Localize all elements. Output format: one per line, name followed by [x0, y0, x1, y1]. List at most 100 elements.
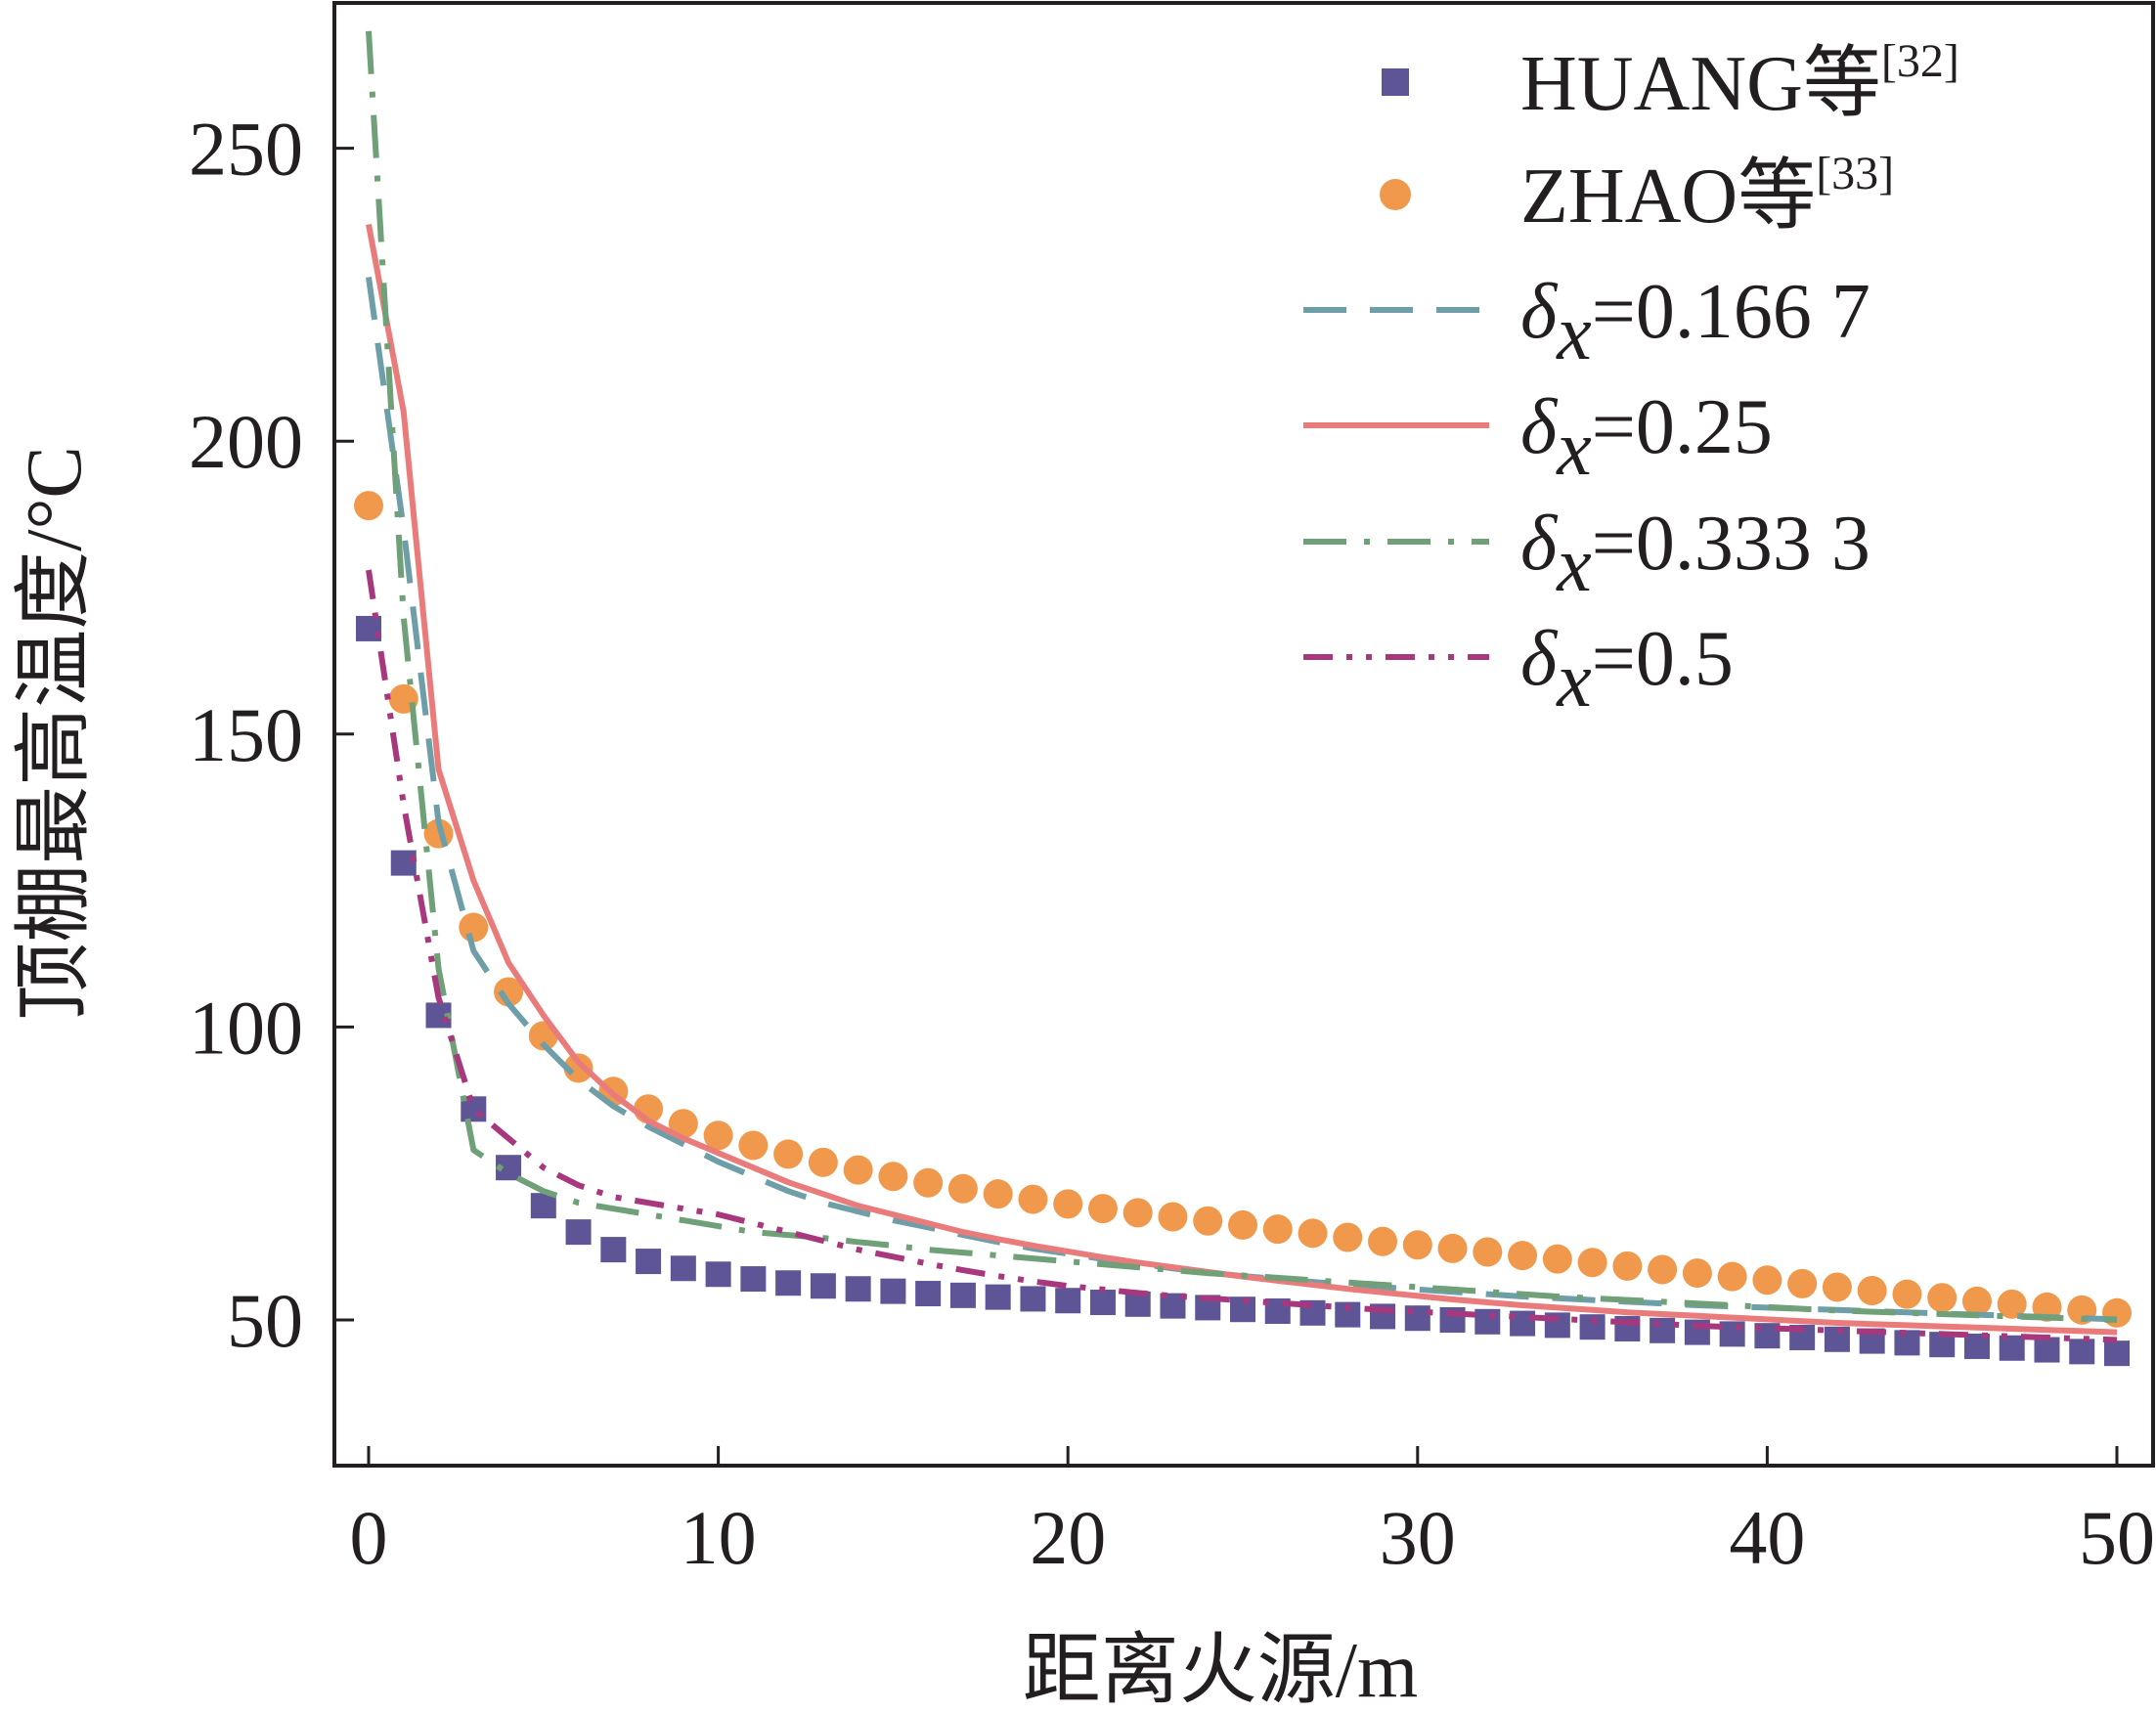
data-point: [1997, 1289, 2027, 1319]
data-point: [390, 850, 417, 876]
data-point: [1228, 1209, 1257, 1240]
data-point: [1055, 1288, 1081, 1314]
legend-label: δx=0.166 7: [1520, 269, 1870, 376]
legend-label: δx=0.333 3: [1520, 501, 1870, 608]
x-tick-label: 0: [350, 1495, 388, 1580]
series-1: [356, 615, 2130, 1367]
data-point: [1474, 1308, 1501, 1335]
legend-label: HUANG等[32]: [1520, 35, 1959, 127]
data-point: [1437, 1233, 1468, 1263]
x-tick-label: 20: [1030, 1495, 1106, 1580]
data-point: [1542, 1244, 1572, 1274]
legend-item: δx=0.5: [1303, 616, 1734, 724]
data-point: [2104, 1340, 2130, 1367]
y-tick-label: 100: [189, 985, 303, 1070]
data-point: [354, 491, 383, 521]
data-point: [880, 1278, 906, 1304]
data-point: [1894, 1330, 1920, 1356]
legend-item: ZHAO等[33]: [1380, 148, 1894, 240]
data-point: [983, 1179, 1013, 1209]
data-point: [1122, 1198, 1153, 1228]
data-point: [1717, 1261, 1747, 1292]
data-point: [1298, 1218, 1328, 1249]
data-point: [670, 1255, 696, 1282]
data-point: [947, 1173, 978, 1204]
data-point: [1158, 1202, 1188, 1232]
legend-label: ZHAO等[33]: [1520, 148, 1894, 240]
legend-marker: [1382, 68, 1409, 96]
data-point: [1089, 1290, 1116, 1316]
data-point: [1824, 1326, 1850, 1352]
x-tick-label: 50: [2079, 1495, 2155, 1580]
series-2: [354, 491, 2132, 1328]
data-point: [705, 1261, 731, 1288]
data-point: [1650, 1317, 1676, 1343]
data-point: [808, 1147, 838, 1177]
x-tick-label: 40: [1729, 1495, 1805, 1580]
data-point: [1612, 1251, 1643, 1281]
data-point: [773, 1139, 804, 1169]
legend-label: δx=0.25: [1520, 384, 1773, 492]
legend-item: HUANG等[32]: [1382, 35, 1959, 127]
data-point: [530, 1193, 556, 1219]
legend-item: δx=0.166 7: [1303, 269, 1870, 376]
data-point: [810, 1273, 836, 1299]
data-point: [1999, 1335, 2025, 1361]
data-point: [668, 1109, 698, 1139]
data-point: [1053, 1189, 1083, 1219]
data-point: [565, 1219, 592, 1246]
data-point: [1020, 1286, 1046, 1312]
data-point: [775, 1270, 802, 1296]
y-tick-label: 50: [227, 1278, 303, 1363]
data-point: [915, 1281, 942, 1307]
data-point: [1961, 1286, 1992, 1316]
y-tick-label: 200: [189, 399, 303, 484]
series-line: [366, 569, 2118, 1343]
legend-item: δx=0.25: [1303, 384, 1773, 492]
data-point: [600, 1237, 627, 1263]
legend: HUANG等[32]ZHAO等[33]δx=0.166 7δx=0.25δx=0…: [1303, 35, 1959, 724]
x-tick-label: 30: [1380, 1495, 1456, 1580]
data-point: [1402, 1230, 1432, 1260]
data-point: [2034, 1337, 2060, 1363]
legend-item: δx=0.333 3: [1303, 501, 1870, 608]
data-point: [740, 1266, 767, 1293]
data-point: [1892, 1279, 1922, 1309]
series-line: [366, 223, 2118, 1336]
data-point: [1193, 1206, 1223, 1236]
y-axis-title: 顶棚最高温度/°C: [12, 446, 98, 1021]
series-layer: [354, 30, 2132, 1367]
y-axis: 50 100 150 200 250: [189, 107, 354, 1363]
data-point: [843, 1155, 873, 1185]
data-point: [985, 1284, 1011, 1310]
data-point: [1577, 1248, 1607, 1278]
data-point: [1927, 1283, 1958, 1313]
data-point: [878, 1162, 908, 1192]
data-point: [1473, 1237, 1503, 1267]
data-point: [459, 912, 489, 943]
series-3: [366, 276, 2118, 1323]
data-point: [494, 977, 524, 1007]
series-6: [366, 569, 2118, 1343]
data-point: [845, 1276, 871, 1302]
data-point: [1262, 1214, 1293, 1245]
data-point: [1787, 1268, 1818, 1298]
data-point: [1857, 1276, 1887, 1306]
legend-label: δx=0.5: [1520, 616, 1734, 724]
data-point: [563, 1053, 594, 1083]
series-5: [366, 30, 2118, 1323]
data-point: [1508, 1241, 1538, 1271]
data-point: [1368, 1226, 1398, 1256]
data-point: [1333, 1222, 1363, 1252]
y-tick-label: 150: [189, 692, 303, 777]
x-axis: 0 10 20 30 40 50: [350, 1446, 2155, 1580]
data-point: [1230, 1296, 1255, 1323]
data-point: [913, 1167, 944, 1198]
data-point: [703, 1120, 733, 1151]
data-point: [2069, 1339, 2095, 1365]
data-point: [1752, 1265, 1782, 1296]
data-point: [1682, 1258, 1712, 1289]
data-point: [738, 1130, 769, 1161]
series-line: [366, 276, 2118, 1323]
